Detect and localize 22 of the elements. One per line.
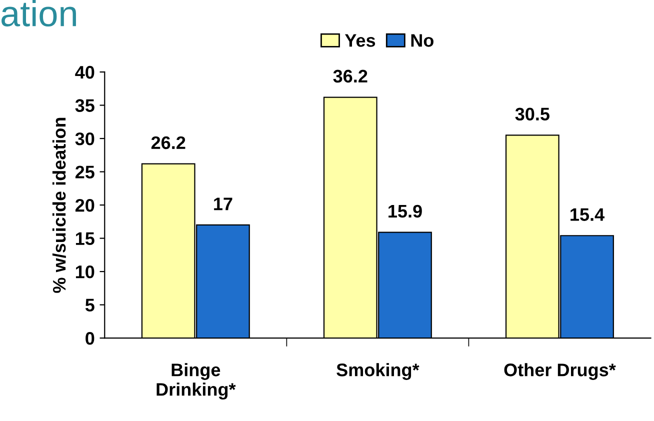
y-tick-label: 40 xyxy=(75,66,94,79)
y-tick-label: 5 xyxy=(85,298,94,312)
data-label: 26.2 xyxy=(151,136,186,150)
y-tick-label: 10 xyxy=(76,265,94,278)
x-tick-label: Smoking* xyxy=(336,363,420,380)
data-label: 15.4 xyxy=(570,208,604,221)
y-tick-label: 25 xyxy=(75,166,94,178)
y-axis-title: % w/suicide ideation xyxy=(52,118,66,293)
legend-label: No xyxy=(411,34,434,47)
y-tick-label: 30 xyxy=(75,132,94,146)
data-label: 15.9 xyxy=(388,204,422,218)
x-tick-label: Binge Drinking* xyxy=(156,363,236,400)
y-tick-label: 0 xyxy=(86,332,94,345)
y-tick-label: 35 xyxy=(75,99,94,112)
data-label: 30.5 xyxy=(515,108,550,121)
y-tick-label: 20 xyxy=(75,198,94,212)
y-tick-label: 15 xyxy=(76,232,94,246)
legend-label: Yes xyxy=(344,34,376,47)
x-tick-label: Other Drugs* xyxy=(504,363,616,380)
data-label: 17 xyxy=(214,198,232,210)
text: ation xyxy=(2,0,76,27)
data-label: 36.2 xyxy=(333,70,368,83)
